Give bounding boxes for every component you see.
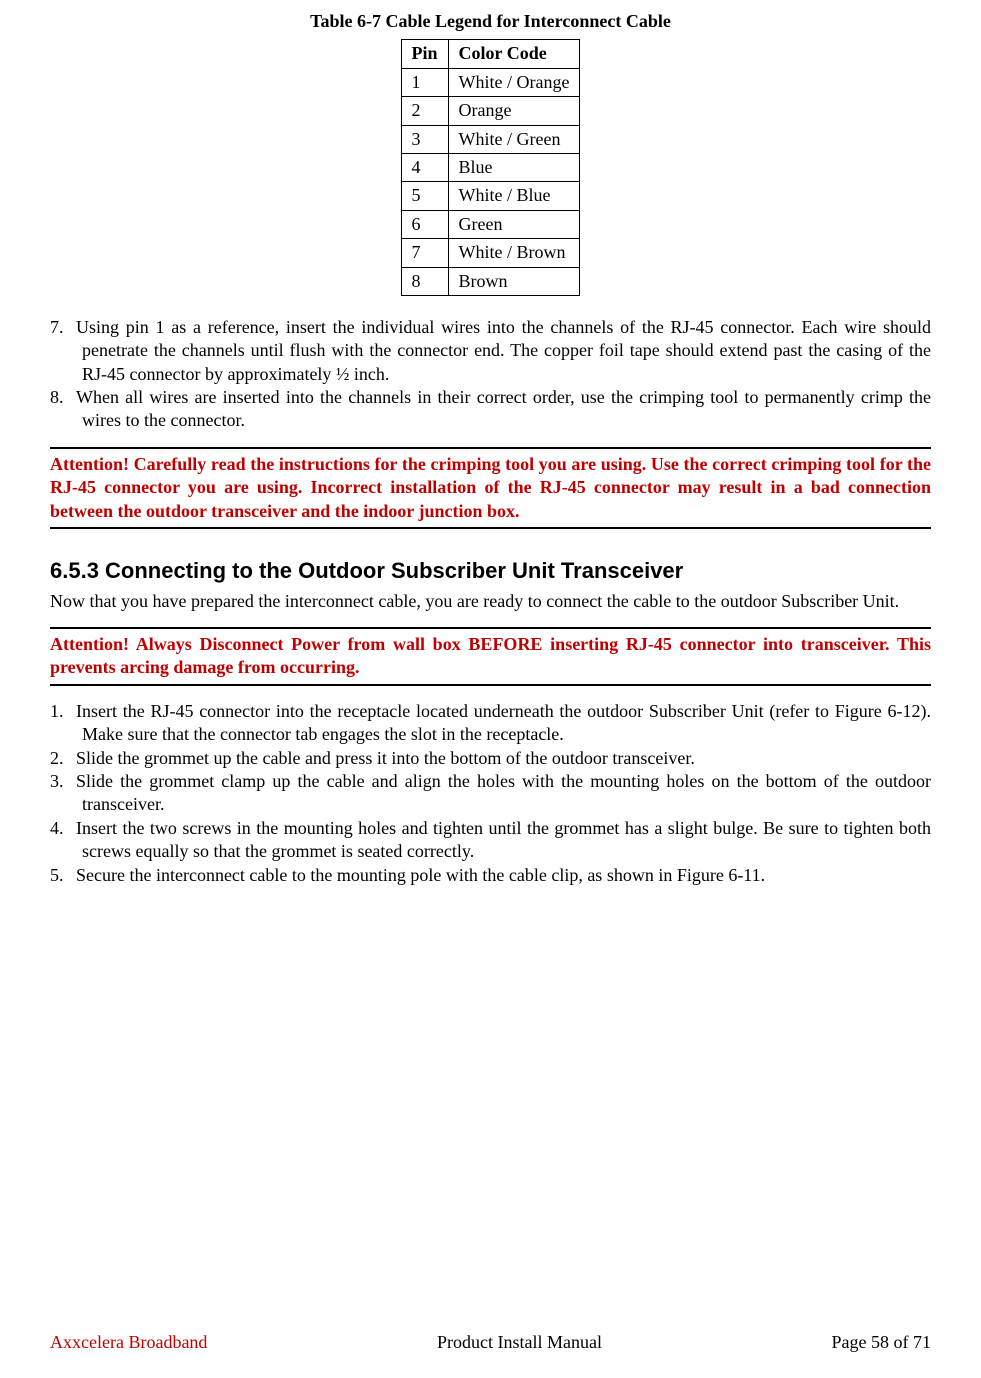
item-number: 2.: [50, 747, 76, 770]
item-text: Insert the two screws in the mounting ho…: [76, 818, 931, 861]
table-header-row: Pin Color Code: [401, 40, 580, 68]
table-header-color: Color Code: [448, 40, 580, 68]
instruction-list-2: 1.Insert the RJ-45 connector into the re…: [50, 700, 931, 887]
attention-box-2: Attention! Always Disconnect Power from …: [50, 627, 931, 686]
cell-pin: 3: [401, 125, 448, 153]
cell-pin: 6: [401, 210, 448, 238]
item-number: 3.: [50, 770, 76, 793]
table-row: 6 Green: [401, 210, 580, 238]
cell-pin: 7: [401, 239, 448, 267]
cell-color: Green: [448, 210, 580, 238]
table-row: 2 Orange: [401, 97, 580, 125]
cell-color: White / Green: [448, 125, 580, 153]
item-text: Secure the interconnect cable to the mou…: [76, 865, 765, 885]
instruction-list-1: 7.Using pin 1 as a reference, insert the…: [50, 316, 931, 433]
table-title: Table 6-7 Cable Legend for Interconnect …: [50, 10, 931, 33]
table-row: 7 White / Brown: [401, 239, 580, 267]
item-text: Using pin 1 as a reference, insert the i…: [76, 317, 931, 384]
cell-pin: 1: [401, 68, 448, 96]
page-footer: Axxcelera Broadband Product Install Manu…: [50, 1331, 931, 1354]
item-text: Slide the grommet up the cable and press…: [76, 748, 695, 768]
item-number: 5.: [50, 864, 76, 887]
footer-company: Axxcelera Broadband: [50, 1331, 207, 1354]
cell-color: White / Orange: [448, 68, 580, 96]
item-number: 7.: [50, 316, 76, 339]
cell-pin: 4: [401, 153, 448, 181]
cell-color: Blue: [448, 153, 580, 181]
item-number: 4.: [50, 817, 76, 840]
item-text: Insert the RJ-45 connector into the rece…: [76, 701, 931, 744]
table-row: 1 White / Orange: [401, 68, 580, 96]
list-item: 7.Using pin 1 as a reference, insert the…: [50, 316, 931, 386]
table-row: 4 Blue: [401, 153, 580, 181]
list-item: 5.Secure the interconnect cable to the m…: [50, 864, 931, 887]
table-row: 3 White / Green: [401, 125, 580, 153]
cell-pin: 8: [401, 267, 448, 295]
cell-pin: 2: [401, 97, 448, 125]
cell-color: Orange: [448, 97, 580, 125]
item-text: When all wires are inserted into the cha…: [76, 387, 931, 430]
list-item: 1.Insert the RJ-45 connector into the re…: [50, 700, 931, 747]
table-row: 8 Brown: [401, 267, 580, 295]
cell-pin: 5: [401, 182, 448, 210]
section-heading: 6.5.3 Connecting to the Outdoor Subscrib…: [50, 557, 931, 586]
item-text: Slide the grommet clamp up the cable and…: [76, 771, 931, 814]
item-number: 8.: [50, 386, 76, 409]
section-intro: Now that you have prepared the interconn…: [50, 590, 931, 613]
footer-doc-title: Product Install Manual: [437, 1331, 602, 1354]
cable-legend-table: Pin Color Code 1 White / Orange 2 Orange…: [401, 39, 581, 296]
cell-color: Brown: [448, 267, 580, 295]
attention-box-1: Attention! Carefully read the instructio…: [50, 447, 931, 529]
list-item: 4.Insert the two screws in the mounting …: [50, 817, 931, 864]
cell-color: White / Brown: [448, 239, 580, 267]
list-item: 3.Slide the grommet clamp up the cable a…: [50, 770, 931, 817]
footer-page-number: Page 58 of 71: [832, 1331, 931, 1354]
list-item: 2.Slide the grommet up the cable and pre…: [50, 747, 931, 770]
item-number: 1.: [50, 700, 76, 723]
cell-color: White / Blue: [448, 182, 580, 210]
table-row: 5 White / Blue: [401, 182, 580, 210]
table-header-pin: Pin: [401, 40, 448, 68]
list-item: 8.When all wires are inserted into the c…: [50, 386, 931, 433]
